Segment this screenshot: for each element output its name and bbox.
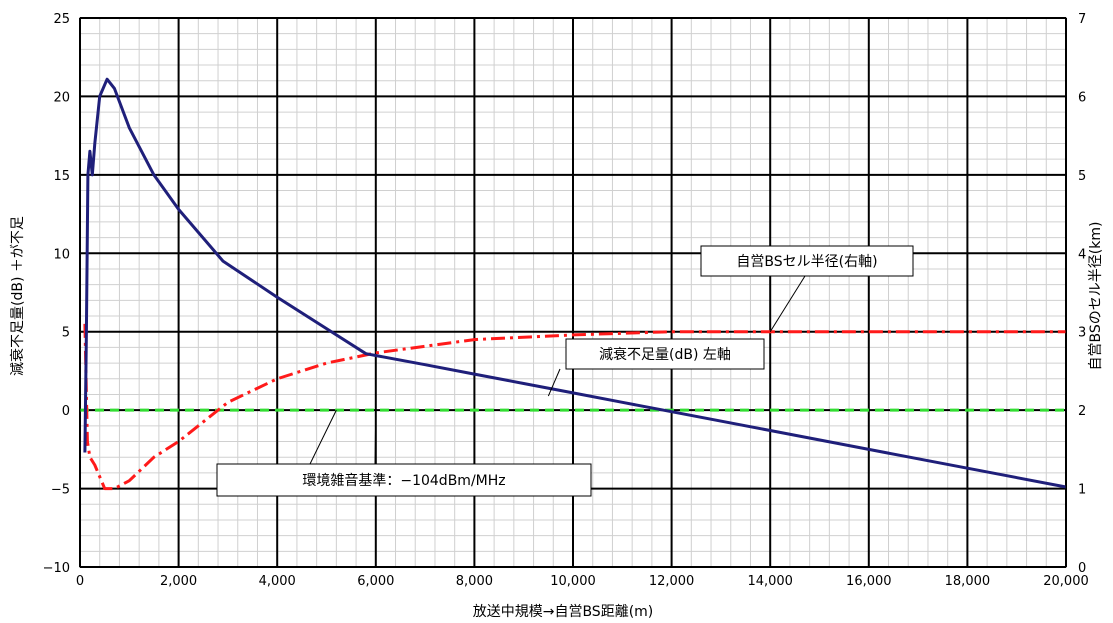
x-tick-label: 8,000: [456, 574, 493, 589]
y-tick-label: 0: [62, 404, 70, 419]
callout-leader: [769, 275, 806, 332]
y2-tick-label: 5: [1078, 169, 1086, 184]
x-tick-label: 0: [76, 574, 84, 589]
callout-box: [700, 245, 914, 277]
y-axis-title: 減衰不足量(dB) ＋が不足: [9, 216, 26, 376]
callout-leader: [309, 409, 337, 465]
x-tick-label: 2,000: [160, 574, 197, 589]
callout-label: 環境雑音基準：−104dBm/MHz: [302, 472, 505, 489]
y2-tick-label: 2: [1078, 404, 1086, 419]
callout-leader: [547, 368, 561, 397]
callout-1: 減衰不足量(dB) 左軸: [547, 338, 765, 397]
x-tick-label: 14,000: [747, 574, 793, 589]
y2-axis-title: 自営BSのセル半径(km): [1088, 222, 1104, 371]
callout-box: [216, 463, 592, 497]
y-tick-label: 15: [53, 169, 70, 184]
x-tick-labels: 0 2,000 4,000 6,000 8,000 10,000 12,000 14,000 1…: [76, 574, 1089, 589]
series-line-1: [83, 323, 1066, 491]
x-axis-title: 放送中規模→自営BS距離(m): [473, 603, 654, 620]
y2-tick-label: 3: [1078, 326, 1086, 341]
y-tick-label: −5: [51, 483, 70, 498]
x-tick-label: 12,000: [649, 574, 695, 589]
y-tick-label: −10: [43, 561, 70, 576]
y-tick-label: 5: [62, 326, 70, 341]
plot-frame: [79, 17, 1067, 568]
y2-tick-label: 4: [1078, 247, 1086, 262]
series-layer: [80, 77, 1067, 491]
callout-box: [565, 338, 765, 370]
y-tick-label: 20: [53, 90, 70, 105]
callout-label: 自営BSセル半径(右軸): [736, 254, 877, 270]
y2-tick-labels: 0 1 2 3 4 5 6 7: [1078, 12, 1086, 576]
x-tick-label: 10,000: [550, 574, 596, 589]
y2-tick-label: 0: [1078, 561, 1086, 576]
y2-tick-label: 7: [1078, 12, 1086, 27]
x-tick-label: 16,000: [846, 574, 892, 589]
callout-2: 自営BSセル半径(右軸): [700, 245, 914, 332]
y2-tick-label: 6: [1078, 90, 1086, 105]
callout-0: 環境雑音基準：−104dBm/MHz: [216, 409, 592, 497]
y-tick-label: 10: [53, 247, 70, 262]
y2-tick-label: 1: [1078, 483, 1086, 498]
y-tick-label: 25: [53, 12, 70, 27]
callout-leader: [374, 410, 377, 465]
series-line-0: [83, 77, 1067, 489]
y-tick-labels: −10 −5 0 5 10 15 20 25: [43, 12, 70, 576]
x-tick-label: 20,000: [1043, 574, 1089, 589]
x-tick-label: 18,000: [945, 574, 991, 589]
x-tick-label: 6,000: [357, 574, 394, 589]
x-tick-label: 4,000: [259, 574, 296, 589]
callouts: 環境雑音基準：−104dBm/MHz 減衰不足量(dB) 左軸 自営BSセル半径(右…: [216, 245, 914, 497]
callout-label: 減衰不足量(dB) 左軸: [599, 346, 731, 363]
